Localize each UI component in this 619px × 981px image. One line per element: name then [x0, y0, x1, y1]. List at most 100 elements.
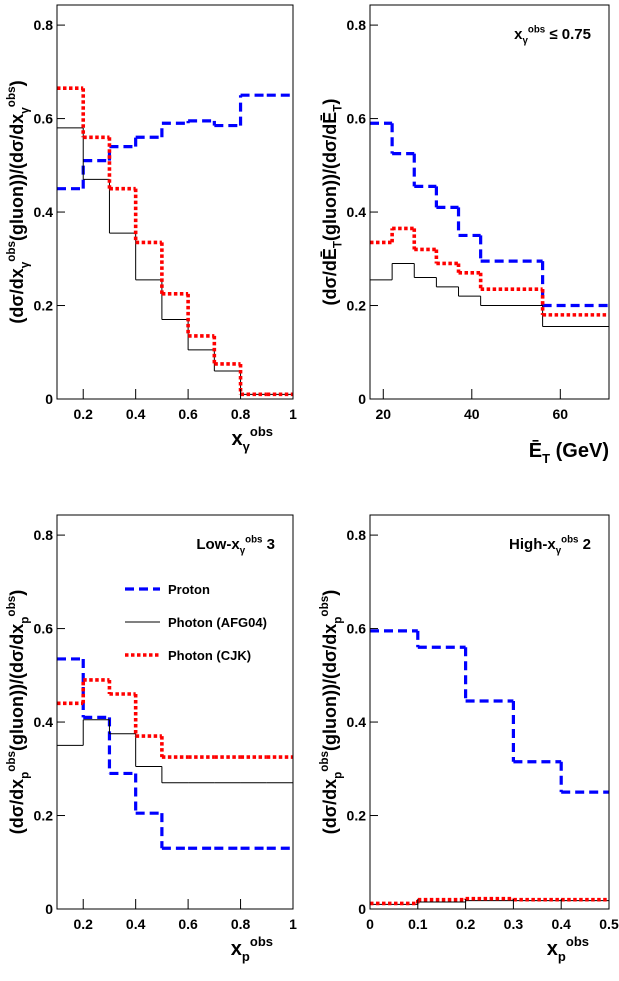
annotation: xγobs ≤ 0.75	[514, 24, 591, 46]
x-tick-label: 0.4	[551, 916, 571, 932]
plot-frame	[369, 514, 610, 910]
y-axis-label-part: (gluon))/(dσ/dx	[320, 624, 340, 751]
plot-frame	[56, 4, 294, 400]
annotation-part: High-x	[509, 536, 556, 553]
y-axis-label-part: p	[331, 617, 344, 624]
y-tick-label: 0.2	[347, 298, 367, 314]
y-tick-label: 0	[45, 391, 53, 407]
panel: 00.20.40.60.80 0.1 0.2 0.3 0.4 0.5xpobs(dσ/dx…	[318, 514, 619, 964]
y-axis-label-part: obs	[5, 86, 18, 107]
x-tick-label: 0.2	[73, 916, 93, 932]
legend-label: Proton	[168, 582, 210, 597]
y-tick-label: 0.4	[34, 204, 54, 220]
y-tick-label: 0.6	[347, 621, 367, 637]
x-axis-label: xpobs	[231, 934, 273, 964]
y-tick-label: 0.8	[347, 17, 367, 33]
y-axis-label-part: obs	[318, 750, 331, 771]
x-tick-label: 40	[464, 406, 480, 422]
x-axis-label-part: p	[558, 949, 566, 964]
y-axis-label-part: (dσ/dx	[7, 268, 27, 323]
x-axis-label-part: p	[242, 949, 250, 964]
y-axis-label-part: (dσ/dĒ	[320, 248, 340, 305]
x-axis-label-part: x	[231, 938, 242, 960]
x-tick-label: 0.2	[73, 406, 93, 422]
x-tick-label: 60	[553, 406, 569, 422]
y-axis-label-part: obs	[5, 595, 18, 616]
annotation-part: x	[514, 26, 523, 43]
annotation-part: ≤ 0.75	[545, 26, 591, 43]
x-tick-label: 0.8	[231, 916, 251, 932]
plot-frame	[369, 4, 610, 400]
y-axis-label-part: (dσ/dx	[7, 779, 27, 834]
annotation: High-xγobs 2	[509, 534, 591, 556]
x-axis-label-part: γ	[243, 439, 251, 454]
y-tick-label: 0	[358, 391, 366, 407]
annotation-part: γ	[556, 546, 562, 557]
x-tick-label: 0.6	[178, 916, 198, 932]
y-axis-label-part: )	[320, 99, 340, 105]
x-axis-label-part: obs	[250, 424, 273, 439]
y-axis-label: (dσ/dxpobs(gluon))/(dσ/dxpobs)	[5, 590, 32, 834]
x-tick-label: 0.2	[456, 916, 476, 932]
y-axis-label-part: p	[18, 772, 31, 779]
y-tick-label: 0.2	[347, 808, 367, 824]
x-tick-label: 0.6	[178, 406, 198, 422]
y-tick-label: 0	[358, 901, 366, 917]
y-axis-label: (dσ/dĒT(gluon))/(dσ/dĒT)	[320, 99, 344, 306]
x-axis-label: xγobs	[232, 424, 273, 454]
x-tick-label: 0.3	[504, 916, 524, 932]
y-axis-label-part: (gluon))/(dσ/dĒ	[320, 112, 340, 241]
x-tick-label: 0.5	[599, 916, 619, 932]
annotation-part: 2	[578, 536, 591, 553]
y-tick-label: 0.4	[347, 714, 367, 730]
y-axis-label: (dσ/dxpobs(gluon))/(dσ/dxpobs)	[318, 590, 345, 834]
y-axis-label-part: obs	[5, 240, 18, 261]
x-tick-label: 0.4	[126, 916, 146, 932]
y-axis-label-part: (gluon))/(dσ/dx	[7, 624, 27, 751]
y-tick-label: 0	[45, 901, 53, 917]
x-axis-label-part: x	[547, 938, 558, 960]
x-tick-label: 0.8	[231, 406, 251, 422]
annotation-part: 3	[262, 536, 275, 553]
y-tick-label: 0.6	[34, 111, 54, 127]
legend-label: Photon (AFG04)	[168, 615, 267, 630]
plot-frame	[56, 514, 294, 910]
annotation: Low-xγobs 3	[196, 534, 275, 556]
x-axis-label-part: obs	[250, 934, 273, 949]
y-axis-label-part: p	[331, 772, 344, 779]
x-axis-label-part: x	[232, 428, 243, 450]
y-axis-label-part: γ	[18, 261, 31, 268]
annotation-part: obs	[561, 534, 579, 545]
annotation-part: γ	[522, 36, 528, 47]
legend-label: Photon (CJK)	[168, 648, 251, 663]
annotation-part: obs	[245, 534, 263, 545]
y-axis-label-part: p	[18, 617, 31, 624]
y-axis-label-part: )	[7, 590, 27, 596]
y-tick-label: 0.6	[347, 111, 367, 127]
y-tick-label: 0.8	[347, 527, 367, 543]
y-axis-label-part: T	[331, 104, 344, 112]
x-axis-label: ĒT (GeV)	[529, 440, 609, 466]
panel: Proton Photon (AFG04) Photon (CJK) 0 0.2 0.4 0…	[5, 514, 297, 964]
y-tick-label: 0.4	[34, 714, 54, 730]
annotation-part: Low-x	[196, 536, 240, 553]
x-tick-label: 0.4	[126, 406, 146, 422]
y-axis-label-part: obs	[5, 750, 18, 771]
y-axis-label: (dσ/dxγobs(gluon))/(dσ/dxγobs)	[5, 80, 32, 323]
y-axis-label-part: γ	[18, 107, 31, 114]
x-axis-label-part: T	[542, 451, 550, 466]
panel: 00.20.40.60.80.2 0.4 0.6 0.8 1xγobs(dσ/dxγob…	[5, 4, 297, 454]
y-axis-label-part: (dσ/dx	[320, 779, 340, 834]
y-tick-label: 0.8	[34, 17, 54, 33]
x-axis-label: xpobs	[547, 934, 589, 964]
y-tick-label: 0.8	[34, 527, 54, 543]
y-tick-label: 0.2	[34, 298, 54, 314]
x-axis-label-part: Ē	[529, 440, 542, 462]
y-tick-label: 0.2	[34, 808, 54, 824]
x-tick-label: 0.1	[408, 916, 428, 932]
x-tick-label: 20	[375, 406, 391, 422]
y-axis-label-part: (gluon))/(dσ/dx	[7, 114, 27, 241]
annotation-part: γ	[240, 546, 246, 557]
